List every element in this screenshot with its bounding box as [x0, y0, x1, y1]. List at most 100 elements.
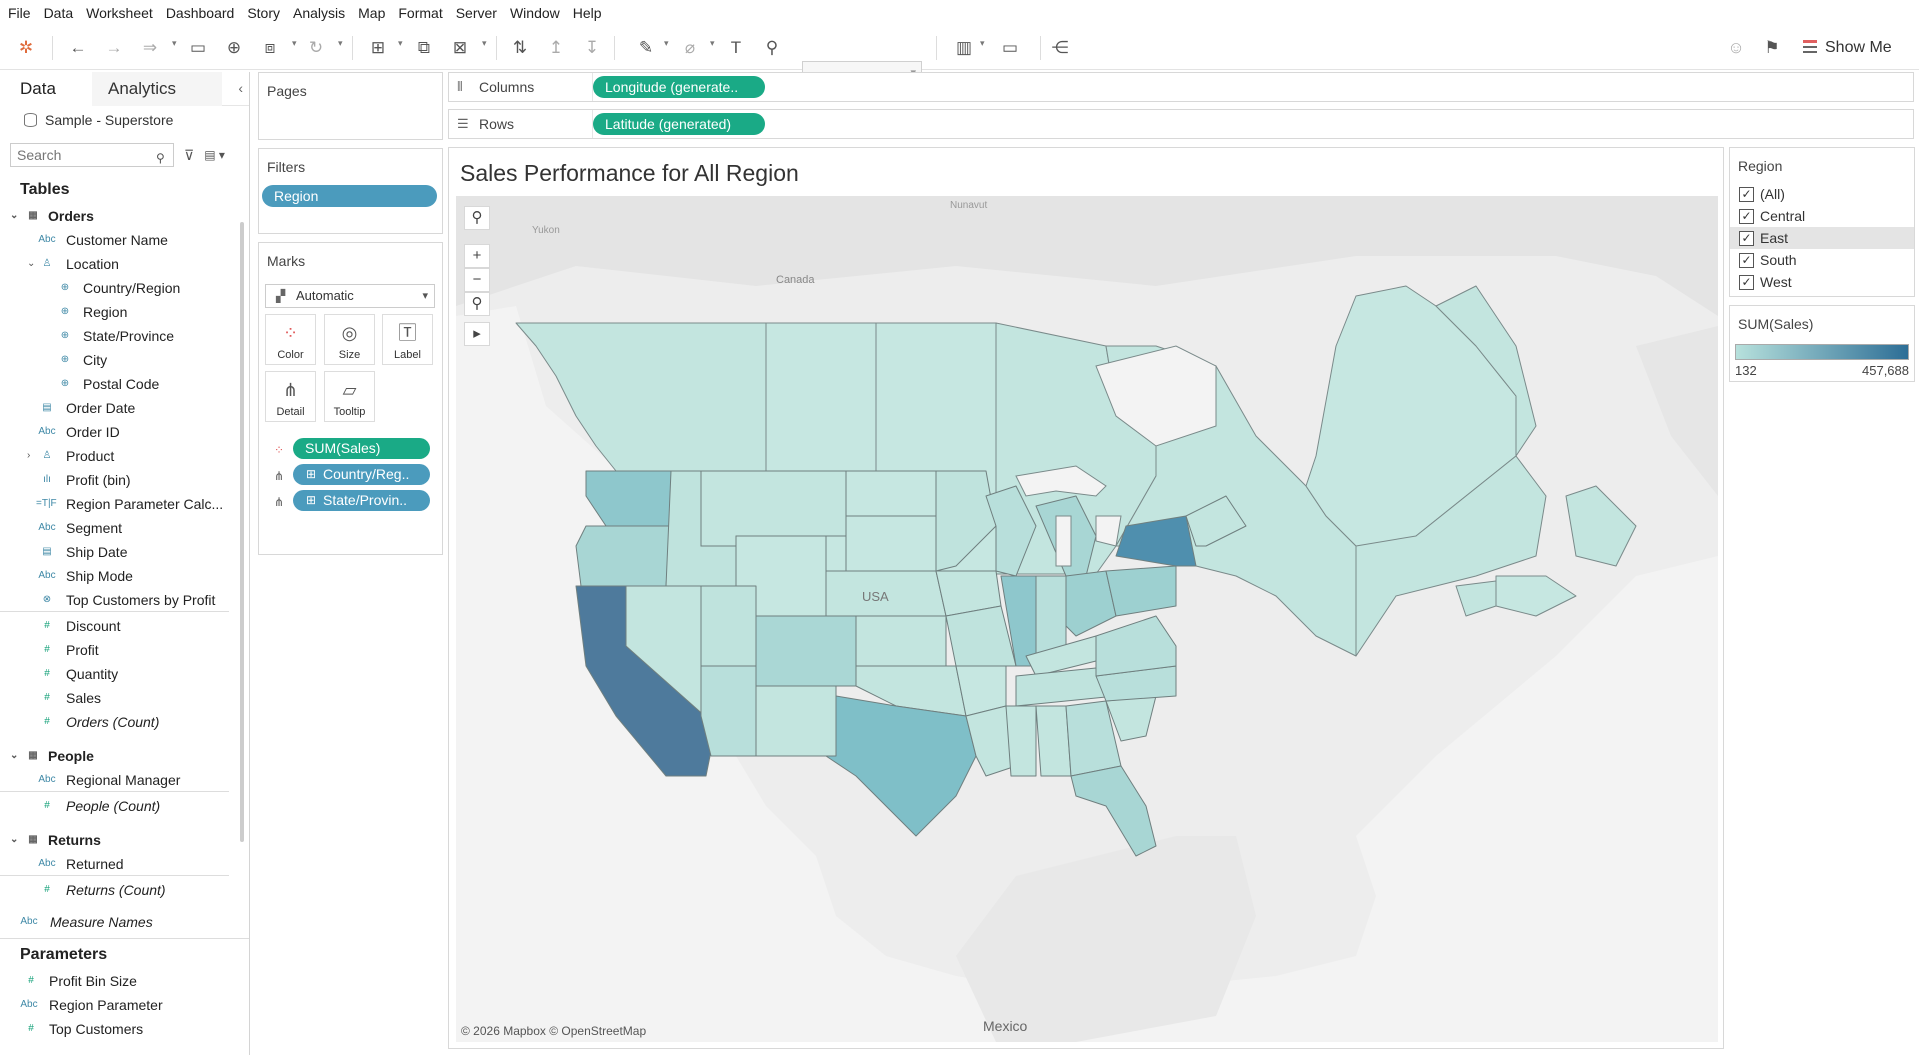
field-people-count[interactable]: # People (Count) — [0, 794, 249, 818]
datasource-item[interactable]: Sample - Superstore — [0, 106, 249, 134]
tableau-logo-icon[interactable]: ✲ — [18, 38, 34, 57]
new-datasource-icon[interactable]: ⊕ — [226, 38, 242, 57]
filter-icon[interactable]: ⊽ — [184, 146, 195, 163]
menu-format[interactable]: Format — [398, 5, 443, 21]
expand-icon[interactable]: ⊞ — [306, 467, 317, 481]
field-state-province[interactable]: ⊕ State/Province — [0, 324, 249, 348]
field-orders-count[interactable]: # Orders (Count) — [0, 710, 249, 734]
show-me-button[interactable]: Show Me — [1803, 36, 1892, 60]
search-icon[interactable]: ⚲ — [156, 151, 165, 165]
menu-worksheet[interactable]: Worksheet — [86, 5, 153, 21]
hierarchy-product[interactable]: › ♙ Product — [0, 444, 249, 468]
field-city[interactable]: ⊕ City — [0, 348, 249, 372]
map-search-icon[interactable]: ⚲ — [464, 206, 490, 230]
new-worksheet-icon[interactable]: ⊞ — [370, 38, 386, 57]
columns-pill-longitude[interactable]: Longitude (generate.. — [593, 76, 765, 98]
view-options-icon[interactable]: ▤ ▾ — [204, 148, 225, 162]
field-measure-names[interactable]: Abc Measure Names — [0, 910, 249, 934]
checkbox-checked-icon[interactable]: ✓ — [1739, 209, 1754, 224]
field-ship-date[interactable]: ▤ Ship Date — [0, 540, 249, 564]
marks-tooltip-button[interactable]: ▱ Tooltip — [324, 371, 375, 422]
param-top-customers[interactable]: # Top Customers — [0, 1017, 249, 1041]
field-profit-bin[interactable]: ılı Profit (bin) — [0, 468, 249, 492]
replay-icon[interactable]: ⇒ — [142, 38, 158, 57]
sales-filled-map[interactable]: Mexico Nunavut Yukon Canada — [456, 196, 1718, 1042]
menu-data[interactable]: Data — [43, 5, 74, 21]
sales-color-legend[interactable]: SUM(Sales) — [1729, 305, 1915, 382]
hierarchy-location[interactable]: ⌄ ♙ Location — [0, 252, 249, 276]
field-discount[interactable]: # Discount — [0, 614, 249, 638]
param-profit-bin-size[interactable]: # Profit Bin Size — [0, 969, 249, 993]
group-members-icon[interactable]: ⌀ — [684, 38, 696, 57]
highlight-icon[interactable]: ✎ — [638, 38, 654, 57]
field-sales[interactable]: # Sales — [0, 686, 249, 710]
field-regional-manager[interactable]: Abc Regional Manager — [0, 768, 229, 792]
marks-detail-button[interactable]: ⋔ Detail — [265, 371, 316, 422]
field-search-input[interactable] — [10, 143, 174, 167]
menu-map[interactable]: Map — [358, 5, 386, 21]
pin-map-icon[interactable]: ⚲ — [464, 292, 490, 316]
param-region-parameter[interactable]: Abc Region Parameter — [0, 993, 249, 1017]
group-dropdown-icon[interactable]: ▾ — [710, 38, 715, 48]
menu-server[interactable]: Server — [455, 5, 497, 21]
rows-pill-latitude[interactable]: Latitude (generated) — [593, 113, 765, 135]
table-returns[interactable]: ⌄ ▦ Returns — [0, 828, 249, 852]
field-returned[interactable]: Abc Returned — [0, 852, 229, 876]
field-segment[interactable]: Abc Segment — [0, 516, 249, 540]
pause-updates-icon[interactable]: ⧈ — [264, 38, 276, 57]
marks-size-button[interactable]: ◎ Size — [324, 314, 375, 365]
region-option-east[interactable]: ✓ East — [1730, 227, 1914, 249]
tab-data[interactable]: Data — [0, 72, 92, 106]
field-order-id[interactable]: Abc Order ID — [0, 420, 249, 444]
marks-pill-state-province[interactable]: ⊞ State/Provin.. — [293, 490, 430, 511]
region-option-west[interactable]: ✓ West — [1730, 271, 1914, 293]
ask-data-icon[interactable]: ☺ — [1727, 38, 1745, 57]
field-customer-name[interactable]: Abc Customer Name — [0, 228, 249, 252]
marks-pill-sum-sales[interactable]: SUM(Sales) — [293, 438, 430, 459]
checkbox-checked-icon[interactable]: ✓ — [1739, 187, 1754, 202]
field-ship-mode[interactable]: Abc Ship Mode — [0, 564, 249, 588]
menu-file[interactable]: File — [8, 5, 31, 21]
zoom-in-icon[interactable]: + — [464, 244, 490, 268]
refresh-icon[interactable]: ↻ — [308, 38, 324, 57]
field-order-date[interactable]: ▤ Order Date — [0, 396, 249, 420]
field-profit[interactable]: # Profit — [0, 638, 249, 662]
sort-ascending-icon[interactable]: ↥ — [548, 38, 564, 57]
field-region[interactable]: ⊕ Region — [0, 300, 249, 324]
data-pane-scrollbar[interactable] — [240, 222, 244, 842]
menu-analysis[interactable]: Analysis — [293, 5, 346, 21]
highlight-dropdown-icon[interactable]: ▾ — [664, 38, 669, 48]
set-top-customers-by-profit[interactable]: ⊗ Top Customers by Profit — [0, 588, 229, 612]
replay-dropdown-icon[interactable]: ▾ — [172, 38, 177, 48]
pause-dropdown-icon[interactable]: ▾ — [292, 38, 297, 48]
region-option-all[interactable]: ✓ (All) — [1730, 183, 1914, 205]
table-people[interactable]: ⌄ ▦ People — [0, 744, 249, 768]
swap-rows-columns-icon[interactable]: ⇅ — [512, 38, 528, 57]
clear-sheet-icon[interactable]: ⊠ — [452, 38, 468, 57]
region-option-central[interactable]: ✓ Central — [1730, 205, 1914, 227]
presentation-mode-icon[interactable]: ▭ — [1001, 38, 1019, 57]
region-option-south[interactable]: ✓ South — [1730, 249, 1914, 271]
field-returns-count[interactable]: # Returns (Count) — [0, 878, 249, 902]
chevron-down-icon[interactable]: ⌄ — [10, 750, 19, 761]
chevron-down-icon[interactable]: ⌄ — [10, 834, 19, 845]
sort-descending-icon[interactable]: ↧ — [584, 38, 600, 57]
field-country-region[interactable]: ⊕ Country/Region — [0, 276, 249, 300]
filter-pill-region[interactable]: Region — [262, 185, 437, 207]
undo-icon[interactable]: ← — [69, 38, 87, 57]
cards-dropdown-icon[interactable]: ▾ — [980, 38, 985, 48]
clear-dropdown-icon[interactable]: ▾ — [482, 38, 487, 48]
marks-color-button[interactable]: ⁘ Color — [265, 314, 316, 365]
field-quantity[interactable]: # Quantity — [0, 662, 249, 686]
tab-analytics[interactable]: Analytics — [92, 71, 222, 106]
expand-toolbar-icon[interactable]: ▸ — [464, 322, 490, 346]
checkbox-checked-icon[interactable]: ✓ — [1739, 253, 1754, 268]
chevron-down-icon[interactable]: ⌄ — [10, 210, 19, 221]
collapse-pane-icon[interactable]: ‹ — [238, 80, 243, 96]
mark-type-select[interactable]: ▞ Automatic — [265, 284, 435, 308]
show-cards-icon[interactable]: ▥ — [955, 38, 973, 57]
chevron-right-icon[interactable]: › — [27, 450, 31, 461]
checkbox-checked-icon[interactable]: ✓ — [1739, 275, 1754, 290]
checkbox-checked-icon[interactable]: ✓ — [1739, 231, 1754, 246]
marks-pill-country-region[interactable]: ⊞ Country/Reg.. — [293, 464, 430, 485]
